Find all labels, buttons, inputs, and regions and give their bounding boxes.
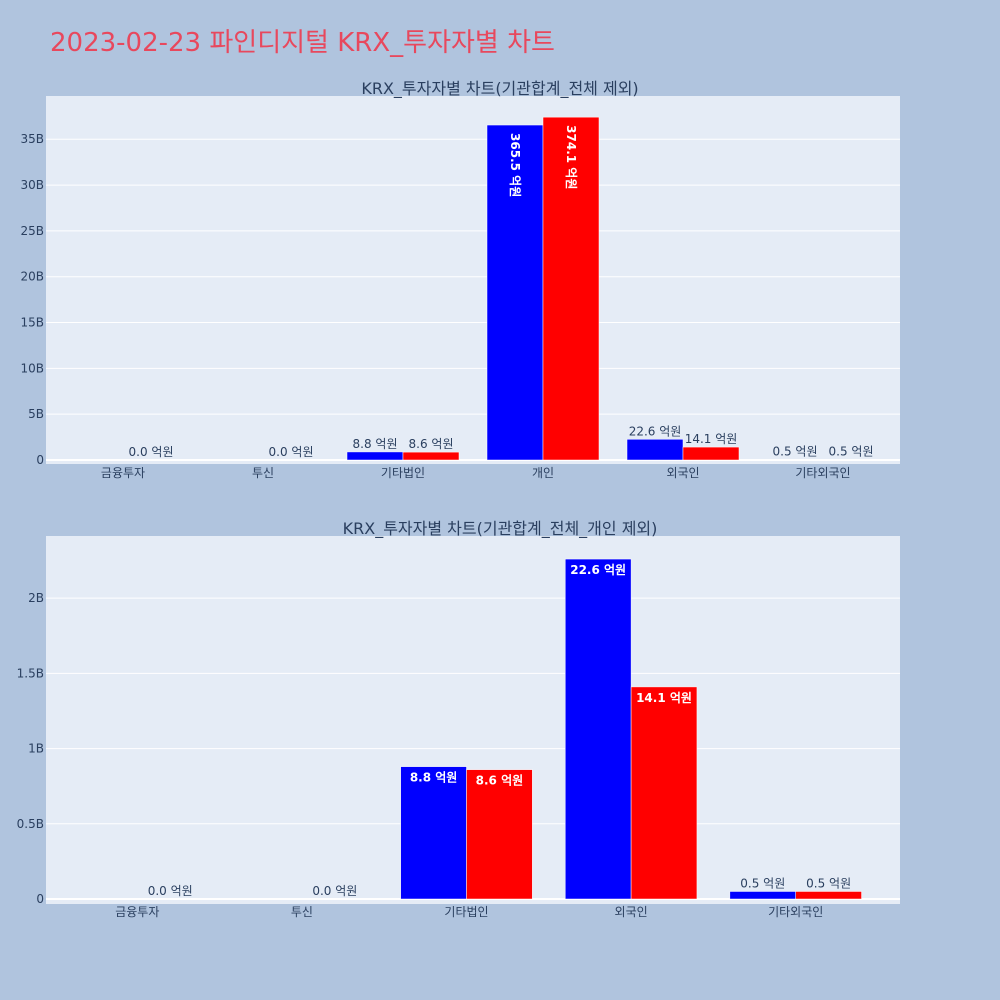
x-tick-label: 외국인 [666, 466, 699, 480]
data-label: 0.5 억원 [806, 876, 851, 890]
data-label: 0.5 억원 [740, 876, 785, 890]
x-tick-label: 금융투자 [115, 905, 159, 919]
plot-background [46, 96, 900, 464]
data-label: 22.6 억원 [629, 424, 682, 438]
x-tick-label: 기타외국인 [768, 905, 823, 919]
data-label: 8.8 억원 [353, 437, 398, 451]
chart-title: KRX_투자자별 차트(기관합계_전체_개인 제외) [343, 519, 658, 539]
data-label: 365.5 억원 [508, 133, 522, 197]
bar[interactable] [795, 891, 862, 900]
bar[interactable] [729, 891, 796, 900]
bar[interactable] [486, 124, 544, 461]
x-tick-label: 투신 [252, 466, 274, 480]
data-label: 0.0 억원 [269, 445, 314, 459]
bar[interactable] [626, 439, 684, 461]
data-label: 8.6 억원 [409, 437, 454, 451]
y-tick-label: 1.5B [17, 666, 44, 680]
bar[interactable] [346, 451, 404, 461]
bar[interactable] [542, 116, 600, 461]
y-tick-label: 35B [20, 132, 44, 146]
y-tick-label: 10B [20, 361, 44, 375]
y-tick-label: 30B [20, 178, 44, 192]
x-tick-label: 기타외국인 [795, 466, 850, 480]
data-label: 22.6 억원 [570, 563, 626, 577]
bar[interactable] [630, 686, 698, 900]
x-tick-label: 기타법인 [381, 466, 425, 480]
y-tick-label: 0.5B [17, 817, 44, 831]
y-tick-label: 5B [28, 407, 44, 421]
data-label: 14.1 억원 [685, 432, 738, 446]
chart-panel-2: 0 0.5B 1B 1.5B 2B KRX_투자자별 차트(기관합계_전체_개인 제외) 금… [17, 519, 900, 919]
data-label: 0.0 억원 [129, 445, 174, 459]
y-tick-label: 15B [20, 316, 44, 330]
y-tick-label: 0 [36, 453, 44, 467]
chart-title: KRX_투자자별 차트(기관합계_전체 제외) [361, 79, 638, 99]
y-tick-label: 2B [28, 591, 44, 605]
y-tick-label: 20B [20, 270, 44, 284]
y-tick-label: 1B [28, 742, 44, 756]
chart-panel-1: 0 5B 10B 15B 20B 25B 30B 35B KRX_투자자별 차트(기관합계_전체… [20, 79, 900, 480]
y-tick-label: 25B [20, 224, 44, 238]
bar[interactable] [682, 446, 740, 461]
page-title: 2023-02-23 파인디지털 KRX_투자자별 차트 [50, 28, 555, 58]
x-tick-label: 외국인 [615, 905, 648, 919]
x-tick-label: 투신 [291, 905, 313, 919]
x-tick-label: 금융투자 [101, 466, 145, 480]
x-tick-label: 개인 [532, 466, 554, 480]
data-label: 0.0 억원 [148, 884, 193, 898]
data-label: 8.8 억원 [410, 771, 458, 785]
y-tick-label: 0 [36, 892, 44, 906]
x-tick-label: 기타법인 [444, 905, 488, 919]
data-label: 0.0 억원 [312, 884, 357, 898]
bar[interactable] [402, 451, 460, 461]
bar[interactable] [400, 766, 467, 900]
data-label: 14.1 억원 [636, 691, 692, 705]
data-label: 0.5 억원 [773, 445, 818, 459]
bar[interactable] [466, 769, 533, 900]
data-label: 374.1 억원 [564, 125, 578, 189]
data-label: 8.6 억원 [476, 774, 524, 788]
bar[interactable] [565, 558, 632, 900]
data-label: 0.5 억원 [829, 445, 874, 459]
